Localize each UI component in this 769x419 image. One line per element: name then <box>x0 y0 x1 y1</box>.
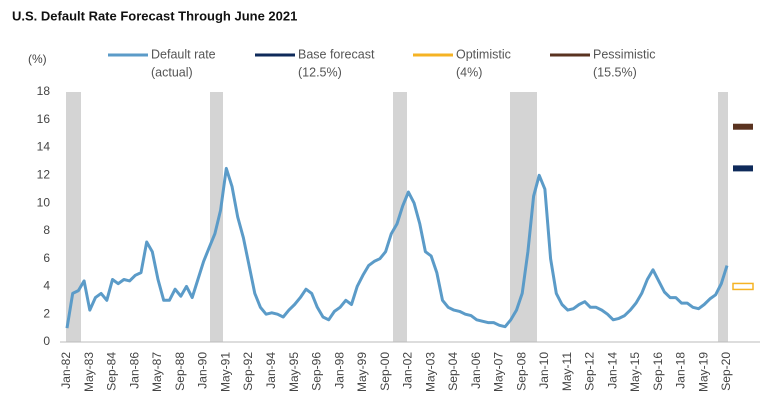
y-tick-label: 12 <box>37 168 51 182</box>
y-axis-label: (%) <box>28 52 47 66</box>
x-tick-label: May-95 <box>287 352 301 392</box>
y-tick-label: 2 <box>43 306 50 320</box>
x-tick-label: Jan-86 <box>127 352 141 389</box>
forecast-mark <box>732 282 754 291</box>
x-tick-label: Sep-12 <box>583 352 597 391</box>
x-tick-label: Sep-00 <box>378 352 392 391</box>
x-tick-label: Sep-08 <box>514 352 528 391</box>
forecast-mark <box>733 165 753 172</box>
x-tick-label: May-83 <box>82 352 96 392</box>
y-tick-label: 6 <box>43 251 50 265</box>
x-tick-label: Jan-10 <box>537 352 551 389</box>
legend-sublabel: (4%) <box>456 65 482 79</box>
y-tick-label: 16 <box>37 112 51 126</box>
x-tick-label: Sep-88 <box>173 352 187 391</box>
x-tick-label: Jan-14 <box>605 352 619 389</box>
x-tick-label: May-07 <box>492 352 506 392</box>
x-tick-label: Jan-90 <box>196 352 210 389</box>
x-tick-label: Jan-82 <box>59 352 73 389</box>
x-tick-label: May-19 <box>696 352 710 392</box>
x-tick-label: Sep-20 <box>719 352 733 391</box>
y-tick-label: 8 <box>43 223 50 237</box>
x-tick-label: May-11 <box>560 352 574 391</box>
x-tick-label: Sep-16 <box>651 352 665 391</box>
x-tick-label: Sep-96 <box>310 352 324 391</box>
x-tick-label: Jan-18 <box>674 352 688 389</box>
y-tick-label: 14 <box>37 140 51 154</box>
x-tick-label: May-03 <box>423 352 437 392</box>
y-tick-label: 0 <box>43 334 50 348</box>
x-tick-label: Sep-92 <box>241 352 255 391</box>
x-tick-label: May-99 <box>355 352 369 392</box>
recession-band <box>718 92 728 342</box>
recession-band <box>210 92 223 342</box>
legend-label: Base forecast <box>298 47 375 61</box>
legend-sublabel: (15.5%) <box>593 65 637 79</box>
x-tick-label: Sep-04 <box>446 352 460 391</box>
y-tick-label: 4 <box>43 279 50 293</box>
legend-label: Default rate <box>151 47 216 61</box>
x-tick-label: Jan-98 <box>332 352 346 389</box>
x-tick-label: May-87 <box>150 352 164 392</box>
recession-band <box>66 92 81 342</box>
legend-label: Pessimistic <box>593 47 656 61</box>
x-tick-label: May-91 <box>218 352 232 392</box>
legend-sublabel: (actual) <box>151 65 193 79</box>
x-tick-label: Jan-02 <box>401 352 415 389</box>
y-tick-label: 18 <box>37 84 51 98</box>
forecast-mark <box>733 123 753 130</box>
data-line <box>65 166 729 329</box>
chart-title: U.S. Default Rate Forecast Through June … <box>12 8 297 23</box>
recession-bands <box>66 92 728 342</box>
y-tick-label: 10 <box>37 195 51 209</box>
legend-sublabel: (12.5%) <box>298 65 342 79</box>
x-tick-label: Jan-94 <box>264 352 278 389</box>
x-tick-label: Jan-06 <box>469 352 483 389</box>
legend-label: Optimistic <box>456 47 511 61</box>
x-tick-label: Sep-84 <box>105 352 119 391</box>
x-tick-label: May-15 <box>628 352 642 392</box>
